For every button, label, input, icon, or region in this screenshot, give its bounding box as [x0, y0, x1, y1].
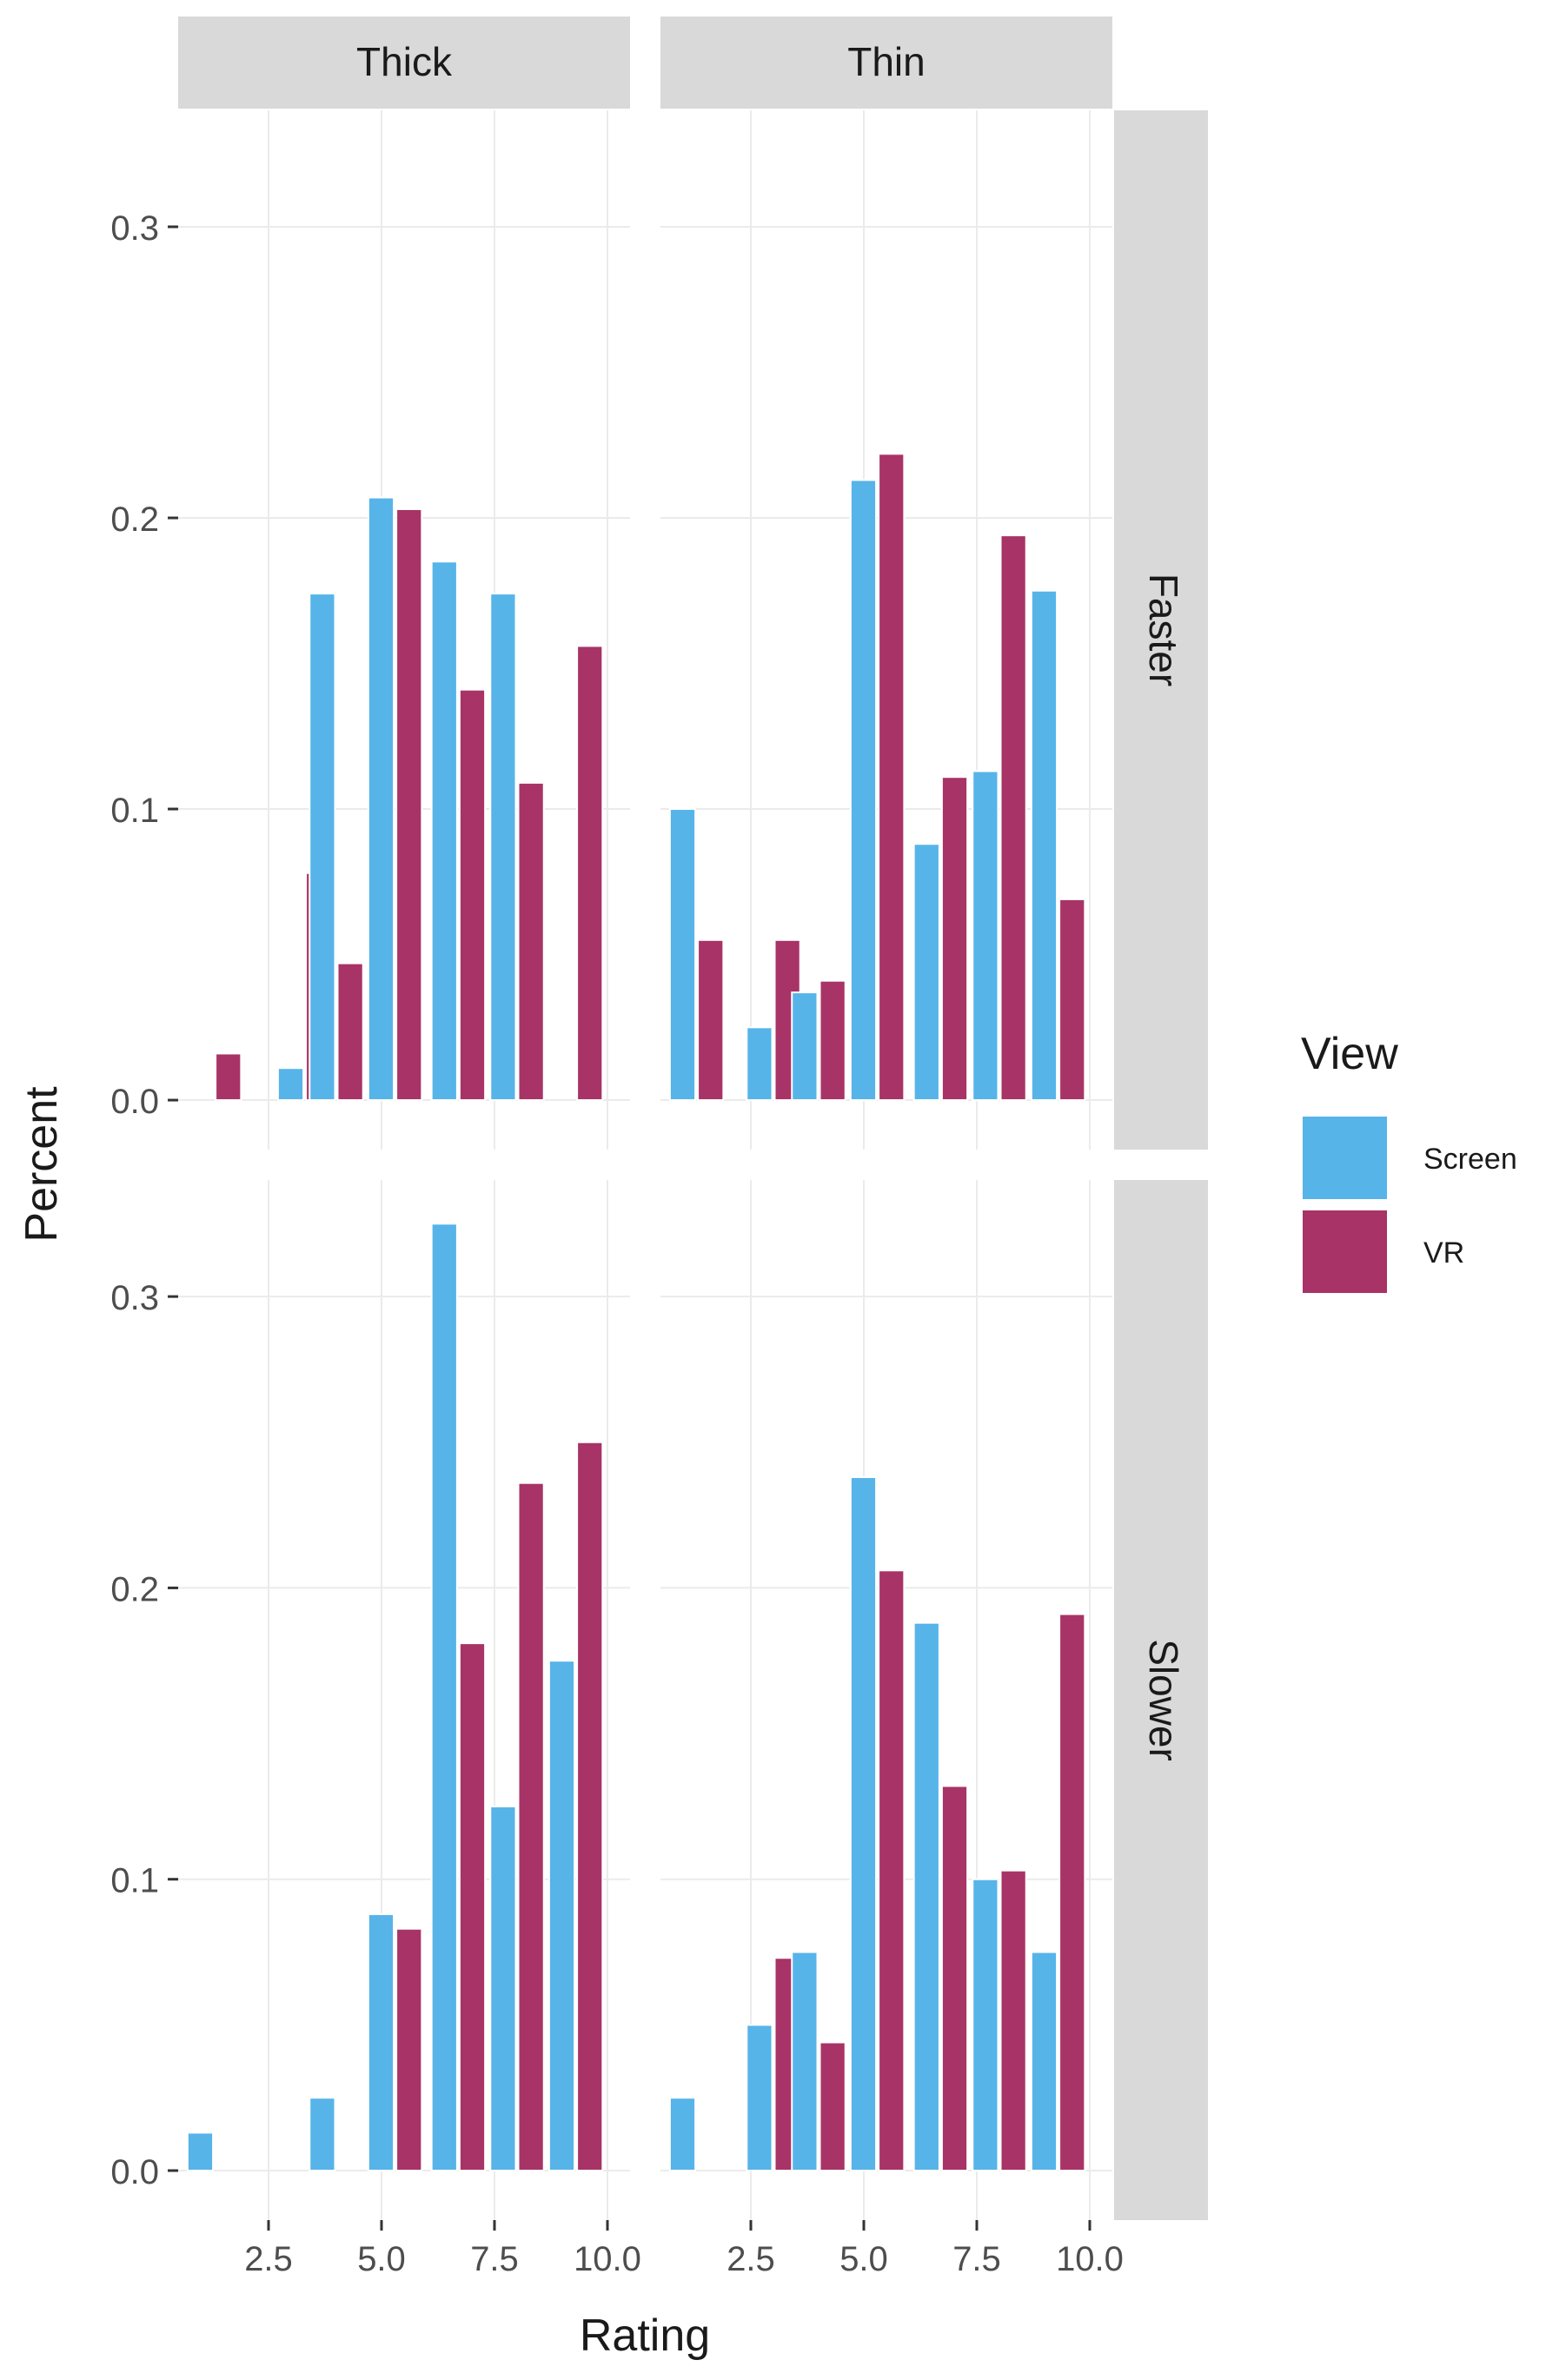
x-tick-label: 10.0	[1056, 2240, 1124, 2278]
y-tick-label: 0.3	[110, 1279, 159, 1317]
bar-vr	[878, 1569, 906, 2171]
bar-screen	[430, 560, 458, 1102]
facet-label-slower: Slower	[1141, 1639, 1186, 1761]
y-tick-label: 0.2	[110, 501, 159, 539]
x-tick-label: 2.5	[727, 2240, 775, 2278]
facet-strip-faster	[1114, 110, 1208, 1150]
bar-vr	[819, 979, 846, 1102]
panel-thick-faster	[178, 110, 630, 1150]
bar-screen	[849, 1476, 878, 2171]
bar-screen	[972, 1878, 999, 2171]
x-tick-label: 7.5	[470, 2240, 519, 2278]
bar-screen	[849, 479, 878, 1102]
legend-label-screen: Screen	[1423, 1143, 1517, 1176]
legend-key-vr	[1299, 1207, 1390, 1296]
bar-vr	[517, 1482, 545, 2172]
bar-vr	[395, 507, 423, 1102]
facet-label-thick: Thick	[356, 39, 453, 84]
bar-vr	[576, 645, 604, 1102]
bar-vr	[697, 938, 725, 1102]
y-tick-label: 0.1	[110, 792, 159, 830]
bar-screen	[276, 1067, 305, 1102]
legend-label-vr: VR	[1423, 1236, 1464, 1270]
bar-screen	[309, 2097, 336, 2172]
facet-strip-thin	[660, 17, 1112, 109]
bar-vr	[940, 1785, 969, 2172]
bar-screen	[668, 808, 697, 1102]
bar-screen	[912, 843, 940, 1102]
y-tick-label: 0.3	[110, 209, 159, 248]
bar-vr	[576, 1441, 604, 2171]
bar-vr	[458, 688, 487, 1102]
panel-thick-slower	[178, 1180, 630, 2220]
x-tick-label: 5.0	[839, 2240, 888, 2278]
bar-vr	[517, 781, 545, 1102]
facet-strip-slower	[1114, 1180, 1208, 2220]
bar-screen	[912, 1621, 940, 2172]
bar-vr	[1058, 898, 1086, 1102]
facet-strip-thick	[178, 17, 630, 109]
bar-vr	[999, 1869, 1027, 2171]
bar-screen	[1030, 589, 1058, 1102]
bar-vr	[878, 453, 906, 1102]
bar-screen	[547, 1660, 576, 2172]
bar-screen	[746, 1026, 773, 1102]
bar-vr	[940, 776, 969, 1102]
bar-screen	[430, 1223, 458, 2171]
y-tick-label: 0.0	[110, 1083, 159, 1121]
bar-screen	[309, 593, 336, 1102]
bar-screen	[489, 1805, 517, 2171]
bar-screen	[1030, 1951, 1058, 2171]
panel-thin-slower	[660, 1180, 1112, 2220]
x-tick-label: 10.0	[574, 2240, 641, 2278]
x-axis-title: Rating	[580, 2310, 710, 2361]
bar-screen	[746, 2024, 773, 2172]
bar-vr	[999, 534, 1027, 1102]
x-tick-label: 2.5	[244, 2240, 293, 2278]
y-tick-label: 0.1	[110, 1862, 159, 1900]
legend-title: View	[1301, 1029, 1398, 1079]
bar-screen	[668, 2097, 697, 2172]
bar-screen	[489, 593, 517, 1102]
x-tick-label: 7.5	[952, 2240, 1001, 2278]
bar-screen	[367, 1913, 395, 2171]
y-tick-label: 0.0	[110, 2153, 159, 2191]
legend-key-screen	[1299, 1113, 1390, 1203]
y-axis-title: Percent	[17, 1086, 67, 1243]
bar-vr	[336, 962, 364, 1102]
bar-vr	[395, 1927, 423, 2171]
bar-vr	[819, 2041, 846, 2172]
facet-label-thin: Thin	[847, 39, 925, 84]
bar-screen	[791, 1951, 819, 2171]
bar-vr	[215, 1052, 242, 1102]
bar-screen	[791, 991, 819, 1102]
x-tick-label: 5.0	[357, 2240, 406, 2278]
y-tick-label: 0.2	[110, 1570, 159, 1608]
facet-label-faster: Faster	[1141, 573, 1186, 686]
bar-screen	[186, 2131, 215, 2172]
bar-screen	[367, 496, 395, 1102]
panel-thin-faster	[660, 110, 1112, 1150]
bar-vr	[458, 1642, 487, 2171]
bar-vr	[1058, 1613, 1086, 2171]
bar-screen	[972, 770, 999, 1102]
